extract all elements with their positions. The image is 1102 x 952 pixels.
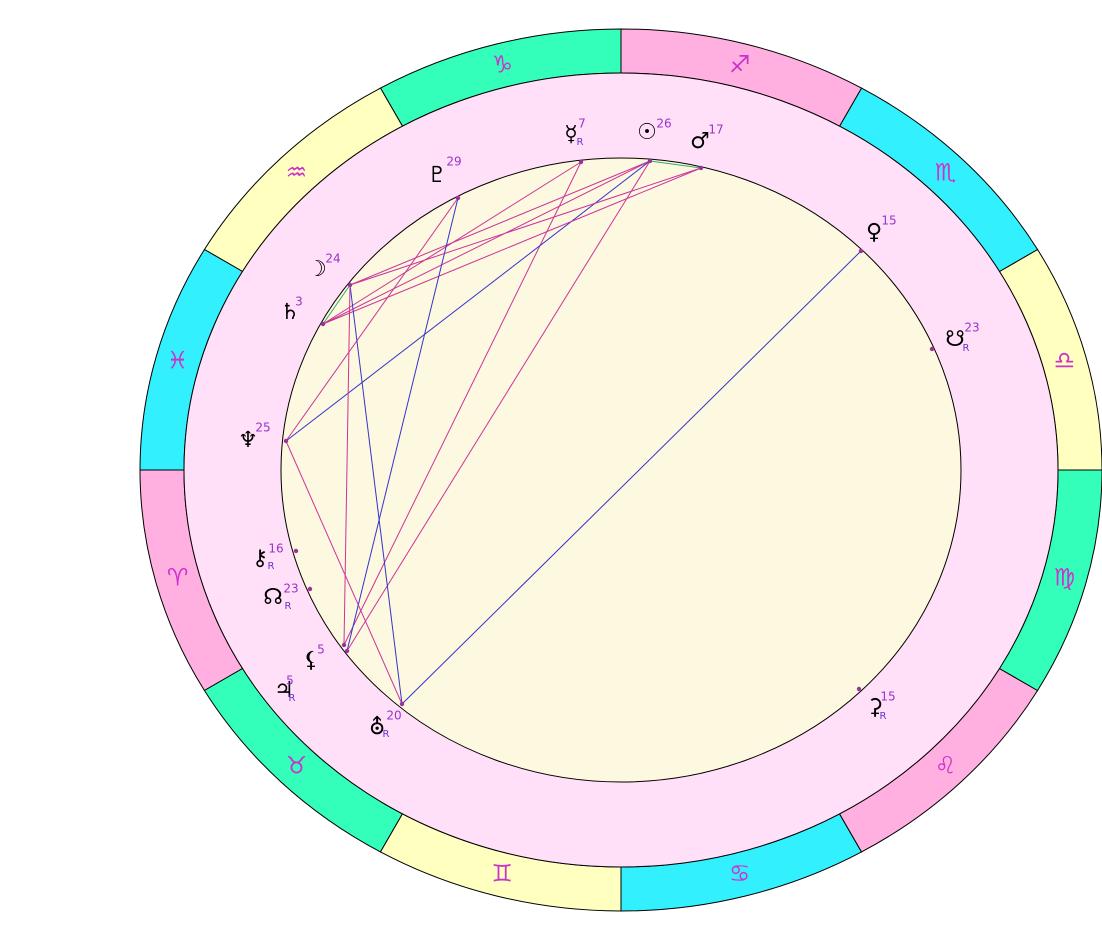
planet-dot	[399, 701, 405, 707]
planet-glyph: ♆	[238, 428, 258, 453]
aspect-line	[401, 250, 862, 705]
planet-degree: 3	[295, 295, 303, 309]
planet-degree: 24	[325, 252, 340, 266]
planet-glyph: ☋	[945, 327, 965, 352]
planet-dot	[647, 158, 653, 164]
planet-dot	[858, 248, 864, 254]
aspect-line	[285, 160, 651, 442]
aspect-line	[649, 160, 702, 169]
retrograde-mark: R	[289, 693, 296, 704]
retrograde-mark: R	[383, 729, 390, 740]
aspect-line	[349, 160, 651, 286]
planet-glyph: ♇	[427, 163, 447, 188]
zodiac-sign: ♍	[1054, 563, 1076, 591]
aspect-line	[346, 160, 651, 652]
planet-glyph: ☊	[263, 585, 283, 610]
planet-degree: 5	[286, 674, 294, 688]
aspect-line	[343, 284, 351, 646]
aspect-line	[285, 440, 403, 705]
aspect-line	[343, 161, 582, 646]
zodiac-sign: ♊	[491, 860, 513, 888]
planet-degree: 15	[881, 214, 896, 228]
planet-glyph: ⚳	[867, 695, 883, 720]
planet-dot	[307, 586, 313, 592]
aspect-line	[349, 284, 403, 705]
planet-degree: 23	[964, 321, 979, 335]
planet-dot	[578, 159, 584, 165]
planet-glyph: ⛢	[369, 715, 385, 740]
planet-dot	[320, 321, 326, 327]
planet-glyph: ♂	[690, 129, 710, 154]
retrograde-mark: R	[268, 561, 275, 572]
planet-glyph: ⚸	[303, 648, 319, 673]
retrograde-mark: R	[880, 711, 887, 722]
planet-degree: 20	[386, 709, 401, 723]
aspect-line	[322, 284, 351, 325]
planet-glyph: ♄	[280, 300, 300, 325]
planets: ☿ 7R ☉ 26♂17♀ 15☋ 23R⚳15R⛢ 20R♃5R⚸5☊ 23R⚷ 16R♆25…	[238, 117, 980, 741]
planet-glyph: ☉	[637, 120, 657, 145]
retrograde-mark: R	[285, 601, 292, 612]
planet-glyph: ♀	[866, 220, 882, 245]
zodiac-sign: ♌	[935, 751, 957, 779]
planet-dot	[347, 282, 353, 288]
planet-glyph: ☽	[307, 257, 327, 282]
zodiac-sign: ♋	[729, 860, 751, 888]
aspect-line	[285, 197, 459, 442]
planet-degree: 23	[283, 582, 298, 596]
planet-degree: 25	[255, 421, 270, 435]
zodiac-sign: ♈	[167, 563, 189, 591]
zodiac-sign: ♑	[491, 50, 513, 78]
planet-degree: 7	[578, 117, 586, 131]
planet-degree: 29	[446, 155, 461, 169]
zodiac-ring: ♎ ♏ ♐ ♑ ♒ ♓ ♈ ♉ ♊ ♋ ♌ ♍	[139, 28, 1102, 912]
planet-dot	[341, 642, 347, 648]
planet-dot	[698, 165, 704, 171]
planet-degree: 17	[708, 123, 723, 137]
planet-dot	[293, 548, 299, 554]
planet-degree: 26	[656, 117, 671, 131]
planet-glyph: ⚷	[252, 546, 268, 571]
retrograde-mark: R	[963, 343, 970, 354]
planet-glyph: ☿	[564, 122, 578, 147]
planet-degree: 16	[268, 542, 283, 556]
planet-dot	[344, 648, 350, 654]
aspect-line	[349, 167, 702, 286]
planet-degree: 5	[317, 643, 325, 657]
aspect-line	[322, 160, 651, 325]
planet-dot	[283, 438, 289, 444]
zodiac-sign: ♓	[167, 347, 189, 375]
planet-dot	[455, 195, 461, 201]
zodiac-sign: ♉	[286, 751, 308, 779]
aspect-line	[346, 197, 459, 652]
planet-degree: 15	[880, 690, 895, 704]
retrograde-mark: R	[577, 137, 584, 148]
planet-glyph: ♃	[274, 678, 294, 703]
zodiac-sign: ♐	[729, 50, 751, 78]
planet-dot	[856, 686, 862, 692]
aspect-line	[322, 167, 702, 325]
zodiac-sign: ♎	[1054, 347, 1076, 375]
aspect-lines	[285, 160, 862, 705]
planet-dot	[929, 346, 935, 352]
zodiac-sign: ♒	[286, 159, 308, 187]
zodiac-sign: ♏	[935, 159, 957, 187]
